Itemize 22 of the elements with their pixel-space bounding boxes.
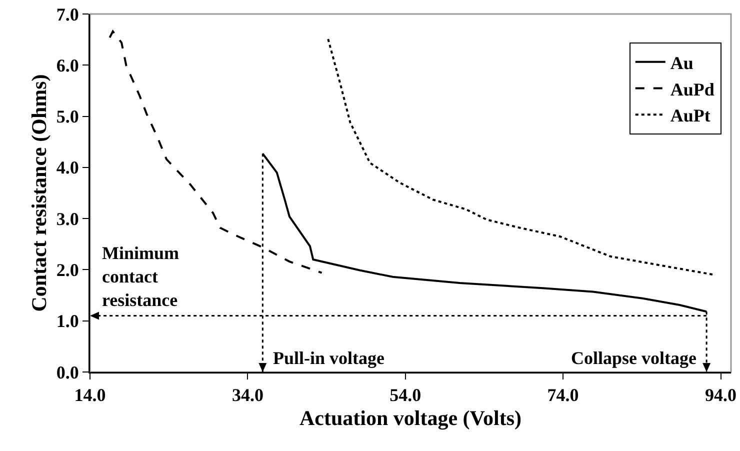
y-tick-label: 2.0 [56, 260, 79, 280]
legend-label: Au [670, 52, 694, 73]
y-tick-label: 1.0 [56, 311, 79, 332]
x-tick-label: 14.0 [74, 385, 106, 406]
y-tick-label: 5.0 [56, 106, 79, 127]
y-tick-label: 3.0 [56, 208, 79, 229]
x-axis-title: Actuation voltage (Volts) [299, 406, 522, 430]
y-tick-label: 6.0 [56, 55, 79, 76]
y-tick-label: 7.0 [56, 4, 79, 24]
ref-line-label: Minimum contact resistance [102, 243, 180, 310]
x-tick-label: 54.0 [390, 385, 422, 406]
x-tick-label: 94.0 [705, 385, 736, 406]
y-tick-label: 4.0 [56, 158, 79, 178]
x-tick-label: 74.0 [547, 385, 579, 406]
y-axis-title: Contact resistance (Ohms) [26, 74, 51, 312]
y-tick-label: 0.0 [56, 362, 79, 382]
ref-line-label: Pull-in voltage [273, 348, 385, 368]
legend-label: AuPt [670, 106, 710, 126]
ref-line-label: Collapse voltage [571, 348, 696, 368]
legend-label: AuPd [670, 79, 714, 100]
line-series [327, 38, 716, 276]
x-tick-label: 34.0 [232, 385, 264, 406]
